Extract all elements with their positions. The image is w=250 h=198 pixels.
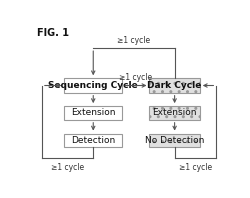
Text: ≥1 cycle: ≥1 cycle <box>119 73 152 82</box>
Text: Sequencing Cycle: Sequencing Cycle <box>48 81 138 90</box>
Text: Detection: Detection <box>71 136 116 145</box>
FancyBboxPatch shape <box>150 106 200 120</box>
Text: ≥1 cycle: ≥1 cycle <box>51 163 84 172</box>
Text: ≥1 cycle: ≥1 cycle <box>179 163 212 172</box>
Text: Dark Cycle: Dark Cycle <box>148 81 202 90</box>
FancyBboxPatch shape <box>64 106 122 120</box>
FancyBboxPatch shape <box>150 78 200 93</box>
Text: Extension: Extension <box>71 109 116 117</box>
FancyBboxPatch shape <box>64 133 122 147</box>
Text: Extension: Extension <box>152 109 197 117</box>
FancyBboxPatch shape <box>64 78 122 93</box>
Text: No Detection: No Detection <box>145 136 204 145</box>
Text: ≥1 cycle: ≥1 cycle <box>118 36 150 45</box>
FancyBboxPatch shape <box>150 133 200 147</box>
Text: FIG. 1: FIG. 1 <box>37 28 69 38</box>
